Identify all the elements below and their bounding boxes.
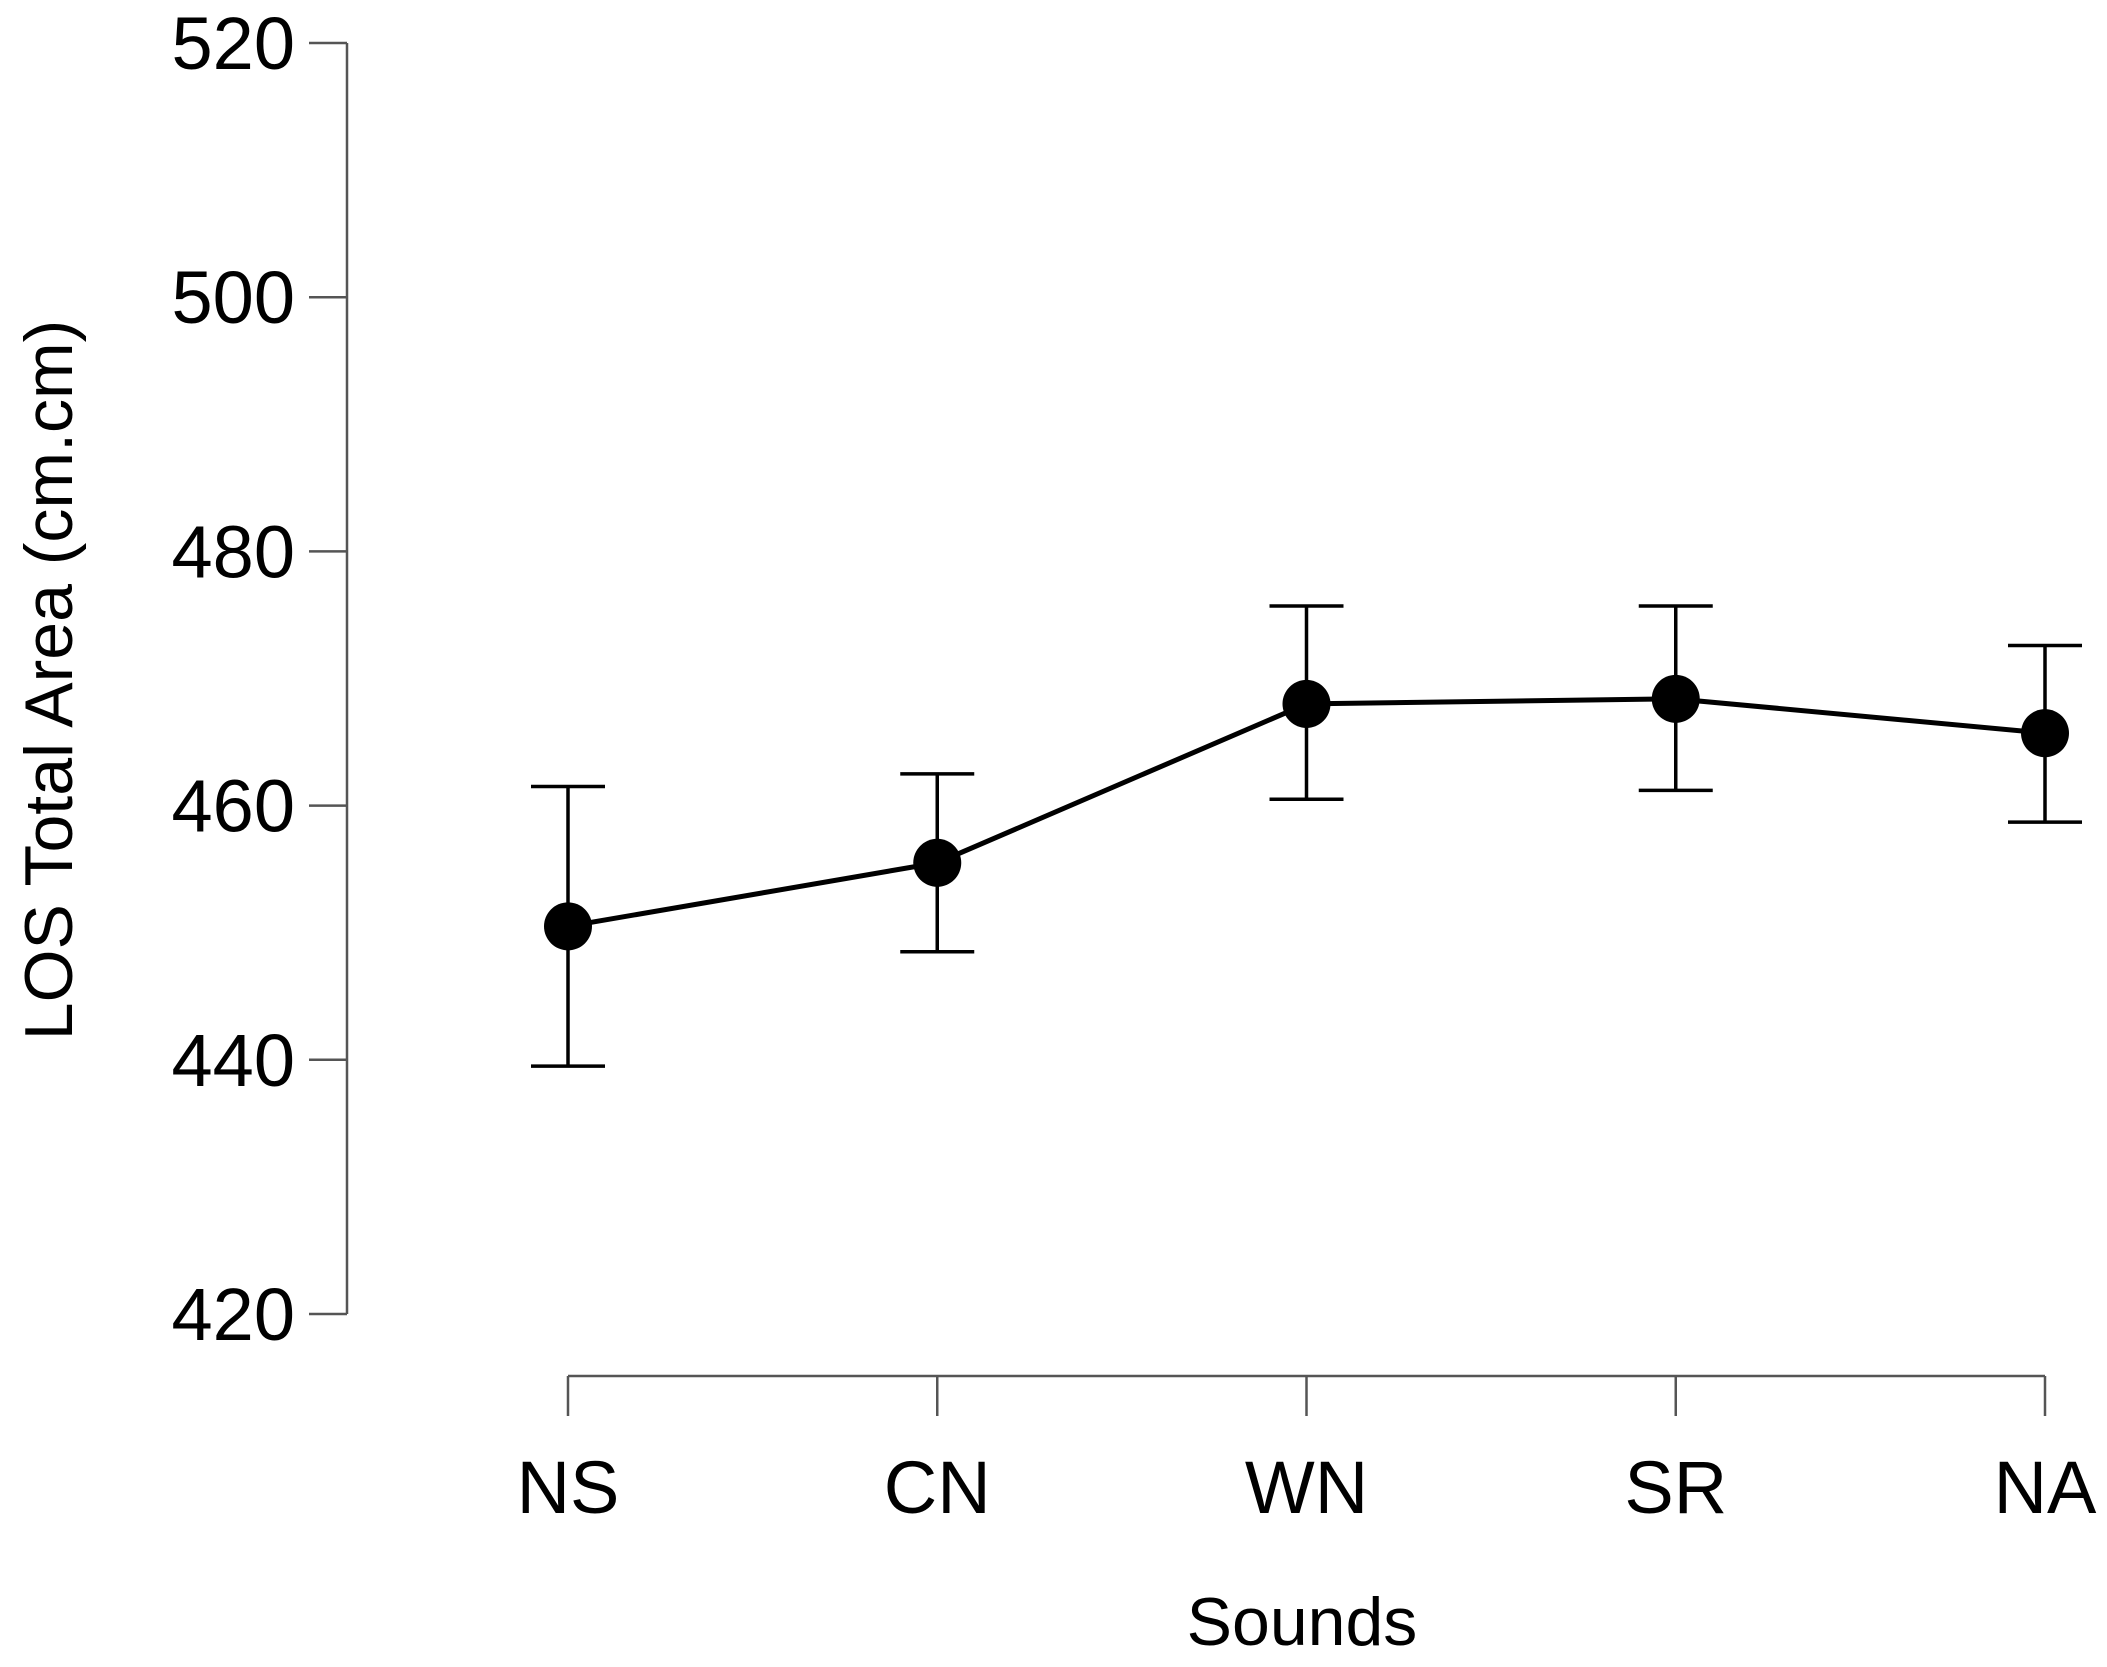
y-tick-label: 520 xyxy=(172,2,295,85)
x-tick-label: WN xyxy=(1245,1446,1368,1529)
y-axis-title: LOS Total Area (cm.cm) xyxy=(11,320,87,1041)
y-tick-label: 460 xyxy=(172,765,295,848)
x-axis: NS CN WN SR NA xyxy=(517,1374,2097,1529)
y-axis: 420 440 460 480 500 520 xyxy=(172,2,349,1356)
y-tick-label: 480 xyxy=(172,510,295,593)
data-point xyxy=(913,838,962,887)
x-tick-label: SR xyxy=(1624,1446,1727,1529)
y-tick-label: 500 xyxy=(172,256,295,339)
x-axis-title: Sounds xyxy=(1187,1584,1418,1660)
data-point xyxy=(2021,709,2069,758)
data-point xyxy=(1651,674,1700,723)
x-tick-label: NA xyxy=(1994,1446,2097,1529)
data-point xyxy=(544,902,592,951)
plot-area xyxy=(531,604,2082,1068)
x-tick-label: NS xyxy=(517,1446,620,1529)
data-point xyxy=(1282,679,1331,728)
x-tick-label: CN xyxy=(884,1446,991,1529)
y-tick-label: 440 xyxy=(172,1019,295,1102)
y-tick-label: 420 xyxy=(172,1273,295,1356)
